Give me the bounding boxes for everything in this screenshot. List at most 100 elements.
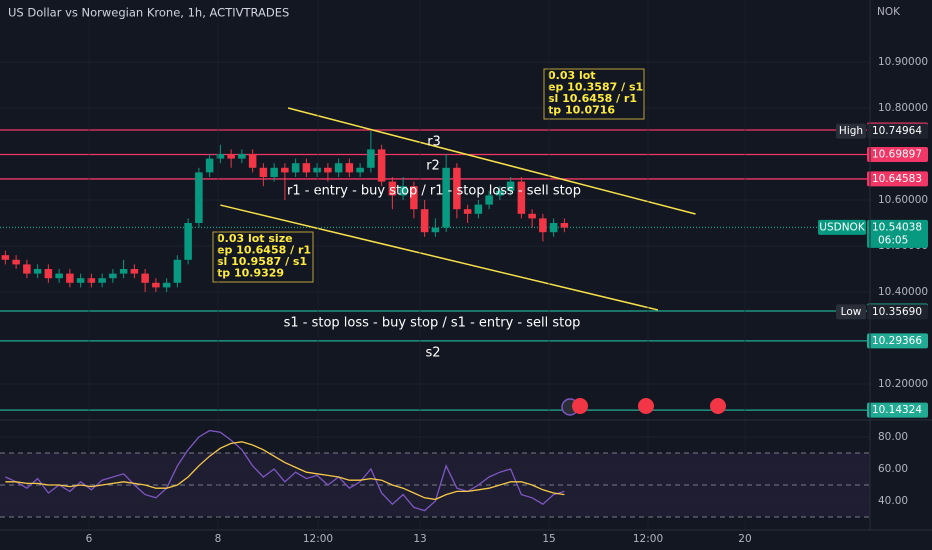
note-line: 0.03 lot: [548, 69, 596, 82]
candle-body: [356, 167, 364, 173]
series-name: USDNOK: [819, 221, 866, 233]
candle-body: [367, 149, 375, 168]
y-tick-label: 10.80000: [878, 102, 928, 114]
candle-body: [23, 264, 31, 274]
event-icon[interactable]: [572, 398, 588, 414]
candle-body: [98, 278, 106, 283]
candle-body: [184, 222, 192, 260]
candle-body: [248, 153, 257, 168]
countdown-label: 06:05: [878, 234, 908, 246]
candle-body: [388, 181, 397, 196]
x-tick-label: 12:00: [303, 533, 333, 545]
candle-body: [55, 273, 63, 279]
x-tick-label: 20: [738, 533, 751, 545]
currency-label: NOK: [877, 6, 901, 18]
candle-body: [216, 153, 225, 159]
candle-body: [453, 167, 461, 210]
candle-body: [539, 218, 547, 233]
event-icons: [561, 398, 726, 416]
note-box: [543, 68, 645, 120]
annotation: r1 - entry - buy stop / r1 - stop loss -…: [287, 184, 581, 199]
series-name-bg: [836, 304, 866, 320]
candle-body: [517, 181, 526, 214]
candle-body: [259, 167, 268, 177]
price-label: 10.29366: [872, 335, 922, 347]
price-label: 10.64583: [872, 173, 922, 185]
candle-body: [420, 209, 429, 233]
annotation: s1 - stop loss - buy stop / s1 - entry -…: [284, 316, 581, 331]
price-label-bg: [867, 304, 928, 320]
price-pane: 10.9000010.8000010.6000010.5000010.40000…: [0, 56, 928, 418]
note-line: sl 10.6458 / r1: [548, 92, 637, 105]
candle-body: [66, 273, 74, 283]
candle-body: [560, 222, 569, 228]
note-line: ep 10.3587 / s1: [548, 81, 643, 94]
candle-body: [474, 204, 483, 214]
y-tick-label: 10.60000: [878, 194, 928, 206]
candle-body: [399, 186, 407, 196]
rsi-line: [5, 441, 565, 501]
price-label-bg: [867, 333, 928, 349]
candle-body: [549, 222, 558, 233]
candle-body: [410, 186, 418, 210]
candle-body: [377, 149, 386, 182]
series-name-bg: [836, 123, 866, 139]
candle-body: [195, 172, 203, 223]
note-line: sl 10.9587 / s1: [217, 255, 307, 268]
price-label-bg: [867, 146, 928, 162]
trend-line: [287, 107, 696, 215]
candle-body: [76, 278, 85, 283]
note-line: 0.03 lot size: [217, 232, 293, 245]
price-label: 10.35690: [872, 306, 922, 318]
candle-body: [313, 167, 321, 173]
candle-body: [130, 268, 139, 274]
y-tick-label: 40.00: [878, 495, 908, 507]
series-name: High: [839, 125, 863, 137]
candle-body: [119, 268, 128, 274]
candle-body: [496, 190, 504, 196]
price-label-bg: [867, 402, 928, 418]
candle-body: [173, 259, 182, 283]
candle-body: [87, 278, 96, 283]
candle-body: [238, 153, 246, 159]
symbol-title: US Dollar vs Norwegian Krone, 1h, ACTIVT…: [8, 6, 289, 20]
candle-body: [431, 227, 440, 233]
event-icon[interactable]: [710, 398, 726, 414]
annotation: r2: [426, 159, 440, 174]
candle-body: [281, 167, 289, 173]
y-tick-label: 80.00: [878, 431, 908, 443]
price-label: 10.74964: [872, 125, 922, 137]
note-line: tp 10.0716: [548, 104, 615, 117]
candle-body: [302, 163, 311, 173]
x-tick-label: 8: [215, 533, 222, 545]
rsi-pane: 80.00 60.00 40.00 6 8 12:00 13 15 12:00 20: [0, 429, 909, 545]
trend-line: [220, 204, 659, 311]
series-name-bg: [818, 219, 866, 235]
y-tick-label: 10.40000: [878, 286, 928, 298]
price-label: 10.14324: [872, 404, 922, 416]
note-box: [212, 231, 314, 283]
candle-body: [291, 163, 300, 173]
price-label-bg: [867, 123, 928, 139]
candle-body: [109, 273, 117, 279]
candle-body: [345, 163, 354, 173]
x-tick-label: 15: [542, 533, 555, 545]
x-tick-label: 13: [413, 533, 426, 545]
event-icon[interactable]: [638, 398, 654, 414]
x-tick-label: 12:00: [633, 533, 663, 545]
candle-body: [485, 195, 493, 205]
candle-body: [270, 167, 278, 177]
price-label: 10.69897: [872, 148, 922, 160]
candle-body: [141, 273, 149, 283]
candle-body: [162, 282, 171, 288]
series-name: Low: [841, 306, 862, 318]
x-tick-label: 6: [86, 533, 93, 545]
y-tick-label: 60.00: [878, 463, 908, 475]
candle-body: [528, 213, 536, 219]
candle-body: [442, 167, 450, 228]
candle-body: [44, 268, 53, 279]
price-label-bg: [867, 219, 928, 248]
y-tick-label: 10.20000: [878, 378, 928, 390]
